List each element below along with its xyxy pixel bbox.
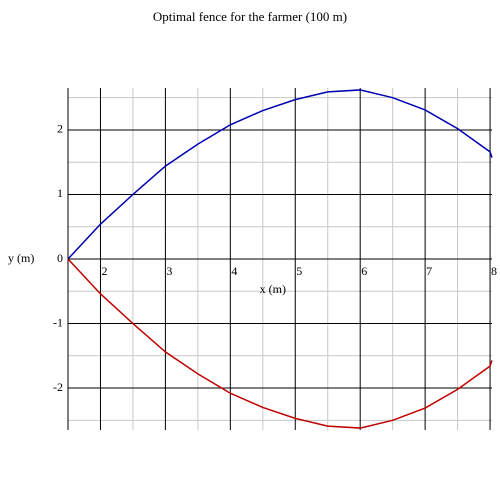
- x-tick-label: 7: [426, 264, 432, 278]
- y-axis-label: y (m): [8, 251, 34, 265]
- x-tick-label: 8: [491, 264, 497, 278]
- y-tick-label: 1: [57, 186, 63, 200]
- x-tick-label: 5: [296, 264, 302, 278]
- y-tick-label: -1: [53, 315, 63, 329]
- x-tick-label: 6: [361, 264, 367, 278]
- x-tick-label: 3: [166, 264, 172, 278]
- chart-title: Optimal fence for the farmer (100 m): [153, 9, 347, 24]
- x-axis-label: x (m): [260, 282, 286, 296]
- y-tick-label: 2: [57, 122, 63, 136]
- line-series: [67, 258, 493, 429]
- x-tick-label: 4: [231, 264, 237, 278]
- y-tick-label: 0: [57, 251, 63, 265]
- x-tick-label: 2: [101, 264, 107, 278]
- y-tick-label: -2: [53, 380, 63, 394]
- line-series: [67, 89, 493, 260]
